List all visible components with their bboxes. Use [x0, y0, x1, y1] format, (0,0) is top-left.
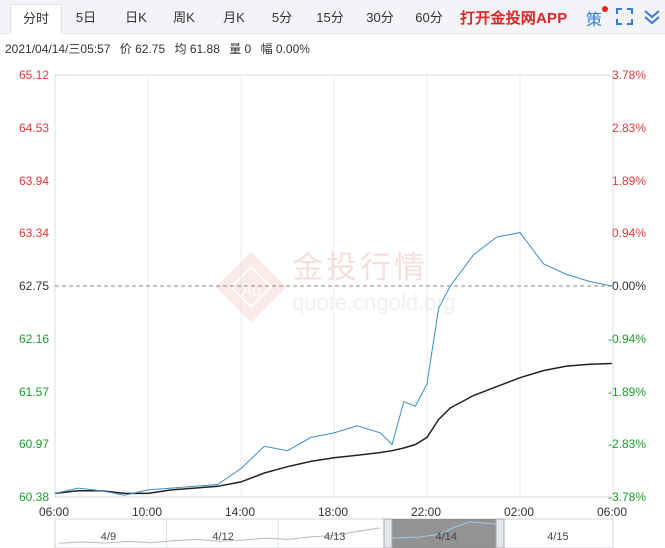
y-tick-percent: 3.78%: [611, 68, 646, 82]
x-tick-time: 18:00: [318, 505, 349, 519]
navigator-selection[interactable]: [392, 519, 496, 548]
tab-60min[interactable]: 60分: [415, 10, 443, 25]
y-tick-price: 63.34: [19, 226, 50, 241]
quote-datetime: 2021/04/14/三05:57: [5, 42, 111, 56]
y-tick-price: 60.97: [19, 437, 50, 452]
y-tick-price: 65.12: [19, 68, 50, 82]
y-tick-price: 63.94: [19, 173, 50, 188]
y-tick-price: 62.75: [19, 279, 50, 293]
navigator-series: [58, 527, 381, 544]
quote-average: 均 61.88: [174, 42, 220, 56]
y-tick-percent: -2.83%: [607, 437, 646, 452]
x-tick-time: 22:00: [411, 505, 442, 519]
tab-5min[interactable]: 5分: [271, 10, 293, 25]
price-line: [54, 232, 612, 496]
strategy-button[interactable]: 策: [586, 12, 603, 29]
tab-30min[interactable]: 30分: [366, 10, 394, 25]
y-tick-percent: 0.00%: [611, 279, 646, 293]
watermark-url: quote.cngold.org: [292, 290, 456, 315]
collapse-icon[interactable]: [643, 8, 661, 25]
y-tick-price: 61.57: [19, 384, 50, 399]
average-price-line: [54, 362, 612, 495]
y-tick-price: 62.16: [19, 331, 50, 346]
watermark: Au 金投行情 quote.cngold.org: [215, 250, 456, 323]
x-tick-time: 06:00: [39, 505, 70, 519]
tab-intraday[interactable]: 分时: [10, 4, 62, 34]
period-tab-bar: 分时 5日 日K 周K 月K 5分 15分 30分 60分 打开金投网APP 策: [0, 0, 665, 34]
x-tick-time: 06:00: [597, 505, 628, 519]
tab-monthly-k[interactable]: 月K: [223, 10, 245, 25]
y-tick-percent: 2.83%: [611, 120, 646, 135]
y-tick-percent: -1.89%: [607, 384, 646, 399]
quote-info-line: 2021/04/14/三05:57 价 62.75 均 61.88 量 0 幅 …: [5, 40, 316, 57]
quote-change: 幅 0.00%: [260, 42, 310, 56]
navigator-date-label: 4/14: [435, 531, 458, 543]
quote-volume: 量 0: [229, 42, 252, 56]
watermark-brand: 金投行情: [292, 250, 428, 286]
navigator-left-handle[interactable]: [383, 518, 393, 548]
y-tick-percent: 0.94%: [611, 226, 646, 241]
y-tick-percent: -0.94%: [607, 331, 646, 346]
navigator-date-label: 4/9: [100, 531, 117, 543]
x-tick-time: 10:00: [132, 505, 163, 519]
navigator-date-label: 4/13: [324, 531, 346, 543]
x-tick-time: 02:00: [504, 505, 535, 519]
navigator-date-label: 4/15: [547, 531, 569, 543]
notification-dot: [602, 6, 608, 12]
x-tick-time: 14:00: [225, 505, 256, 519]
tab-15min[interactable]: 15分: [316, 10, 344, 25]
navigator-right-handle[interactable]: [495, 518, 505, 548]
y-tick-price: 60.38: [19, 490, 50, 504]
tab-weekly-k[interactable]: 周K: [173, 10, 195, 25]
y-tick-percent: -3.78%: [607, 490, 646, 504]
navigator-date-label: 4/12: [212, 531, 234, 543]
tab-daily-k[interactable]: 日K: [125, 10, 147, 25]
y-tick-percent: 1.89%: [611, 173, 646, 188]
quote-price: 价 62.75: [119, 42, 166, 56]
y-tick-price: 64.53: [19, 120, 50, 135]
watermark-logo-text: Au: [241, 283, 261, 300]
watermark-logo-icon: [215, 251, 287, 323]
tab-5day[interactable]: 5日: [75, 10, 97, 25]
fullscreen-icon[interactable]: [616, 8, 633, 25]
open-app-link[interactable]: 打开金投网APP: [460, 10, 568, 27]
